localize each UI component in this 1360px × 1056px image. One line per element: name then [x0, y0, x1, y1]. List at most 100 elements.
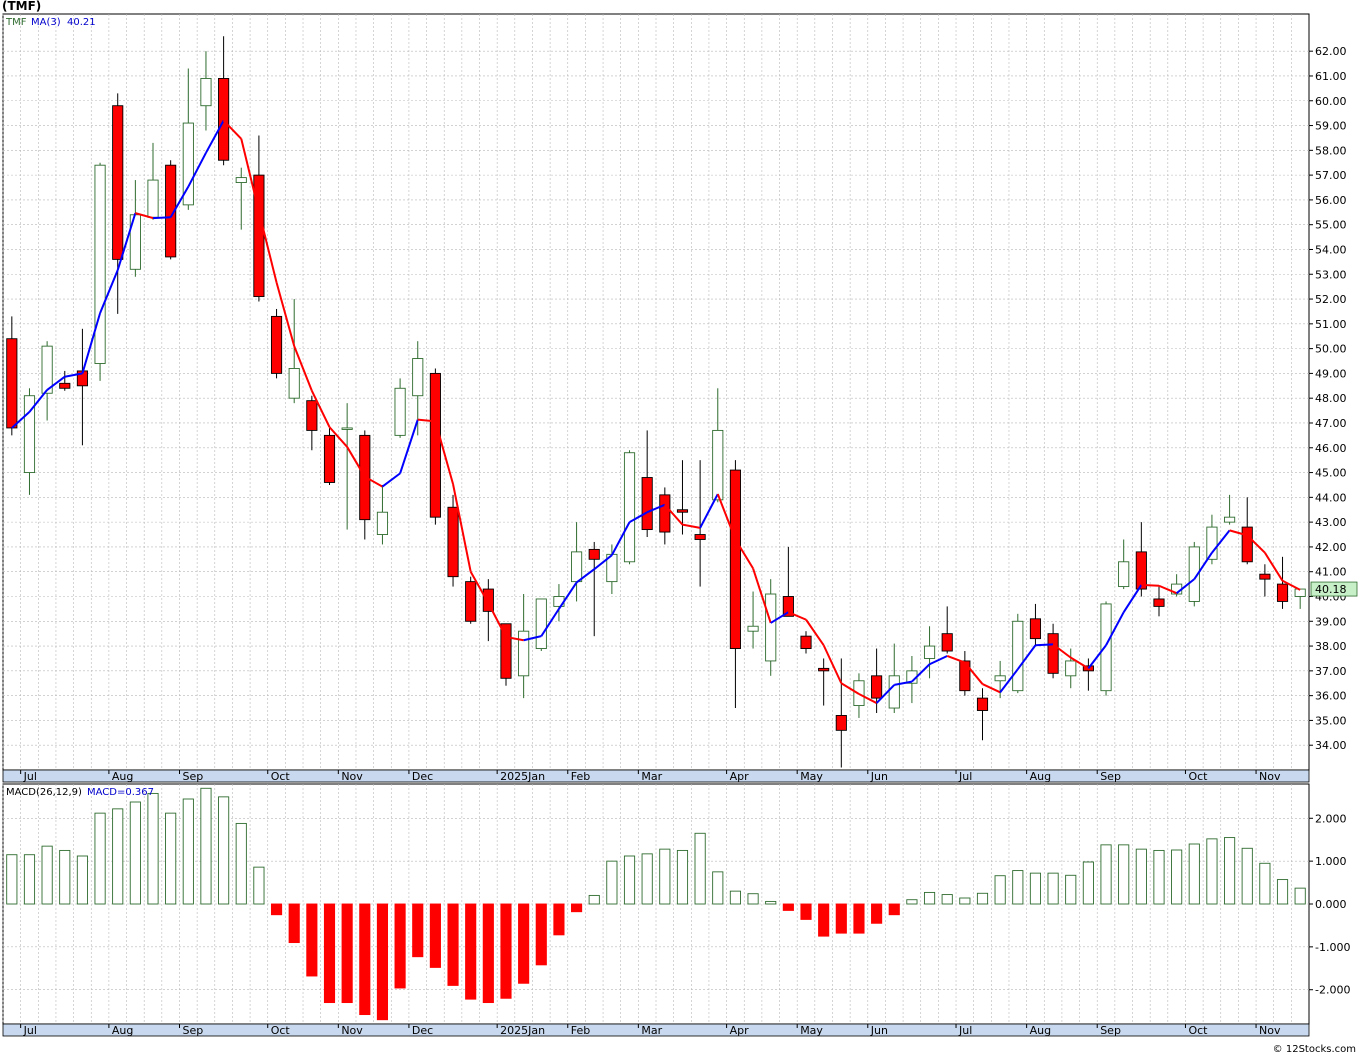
candle-body	[571, 551, 583, 583]
candle-body	[1153, 598, 1165, 607]
ma-line-segment	[982, 683, 1001, 694]
ma-line-segment	[469, 571, 490, 604]
legend-symbol: TMF	[5, 17, 27, 28]
month-label: Jul	[23, 1024, 37, 1037]
macd-legend-value: MACD=0.367	[87, 787, 154, 798]
ma-line-segment	[99, 269, 119, 314]
price-y-tick-label: 44.00	[1315, 491, 1347, 504]
candle-body	[394, 387, 406, 436]
macd-bar	[694, 832, 706, 905]
ma-line-segment	[1016, 644, 1037, 670]
candle-body	[288, 368, 300, 399]
ma-line-segment	[540, 608, 560, 637]
ma-line-segment	[593, 554, 613, 571]
candle-body	[1224, 516, 1236, 523]
ma-line-segment	[28, 389, 48, 413]
macd-bar	[676, 849, 689, 905]
month-label: Jul	[958, 770, 972, 783]
macd-bar	[853, 903, 865, 934]
macd-bar	[1224, 837, 1236, 905]
ma-line-segment	[1282, 579, 1301, 591]
macd-bar	[500, 903, 512, 999]
macd-y-tick-label: -1.000	[1315, 941, 1350, 954]
month-label: Oct	[1188, 770, 1208, 783]
macd-bar	[782, 903, 794, 911]
candle-body	[112, 105, 124, 260]
macd-bar	[482, 903, 494, 1004]
macd-bar	[112, 808, 124, 905]
macd-y-tick-label: 0.000	[1315, 898, 1347, 911]
candle-body	[165, 164, 177, 258]
candle-body	[923, 645, 936, 659]
ma-line-segment	[1035, 643, 1054, 647]
macd-bar	[941, 894, 953, 905]
candle-body	[323, 434, 336, 483]
ma-line-segment	[911, 663, 931, 683]
ma-line-segment	[452, 483, 472, 572]
ma-line-segment	[1211, 529, 1231, 554]
candle-body	[1259, 573, 1271, 580]
price-y-tick-label: 62.00	[1315, 45, 1347, 58]
candle-body	[465, 581, 477, 622]
price-y-tick-label: 42.00	[1315, 541, 1347, 554]
candle-body	[429, 372, 441, 518]
macd-bar	[1276, 879, 1289, 905]
ma-line-segment	[805, 619, 825, 646]
ma-line-segment	[169, 186, 190, 218]
month-label: Dec	[412, 770, 433, 783]
price-y-tick-label: 47.00	[1315, 417, 1347, 430]
price-y-tick-label: 48.00	[1315, 392, 1347, 405]
candle-body	[1100, 603, 1112, 692]
macd-bar	[1206, 838, 1218, 905]
candle-body	[1047, 633, 1059, 674]
month-label: Jun	[870, 770, 888, 783]
price-y-tick-label: 46.00	[1315, 442, 1347, 455]
macd-bar	[1241, 847, 1253, 905]
candle-body	[729, 469, 741, 649]
month-label: Nov	[341, 770, 363, 783]
price-y-tick-label: 41.00	[1315, 566, 1347, 579]
candle-body	[641, 477, 653, 531]
ma-line-segment	[682, 523, 701, 529]
ma-line-segment	[1229, 529, 1248, 537]
macd-bar	[571, 903, 583, 913]
ma-line-segment	[11, 411, 31, 429]
ma-line-segment	[752, 568, 772, 624]
month-label: Mar	[641, 770, 662, 783]
ma-line-segment	[734, 538, 754, 569]
ma-line-segment	[222, 119, 242, 140]
candle-body	[800, 635, 812, 649]
candle-body	[694, 534, 706, 540]
candle-body	[994, 675, 1006, 682]
macd-bar	[41, 845, 53, 905]
price-y-tick-label: 57.00	[1315, 169, 1347, 182]
macd-bar	[606, 860, 618, 905]
macd-bar	[6, 854, 18, 905]
macd-bar	[376, 903, 389, 1021]
last-price-label: 40.18	[1315, 583, 1347, 596]
candle-body	[1012, 620, 1024, 692]
macd-bar	[994, 875, 1006, 905]
ma-line-segment	[328, 426, 348, 448]
ma-line-segment	[81, 312, 102, 374]
month-label: Sep	[1100, 1024, 1121, 1037]
candle-body	[976, 697, 989, 711]
ma-line-segment	[610, 521, 631, 556]
candle-body	[447, 506, 459, 578]
candle-body	[218, 77, 230, 161]
macd-bar	[729, 890, 741, 905]
candle-body	[412, 358, 424, 397]
month-label: Mar	[641, 1024, 662, 1037]
price-y-tick-label: 50.00	[1315, 343, 1347, 356]
ma-line-segment	[1105, 611, 1125, 646]
ma-line-segment	[505, 635, 524, 642]
candle-body	[94, 164, 106, 364]
ma-line-segment	[822, 644, 843, 684]
price-y-tick-label: 39.00	[1315, 615, 1347, 628]
month-label: Jul	[23, 770, 37, 783]
candle-body	[1188, 546, 1200, 602]
macd-bar	[235, 822, 247, 905]
macd-bar	[518, 903, 530, 984]
month-label: Aug	[1030, 770, 1051, 783]
